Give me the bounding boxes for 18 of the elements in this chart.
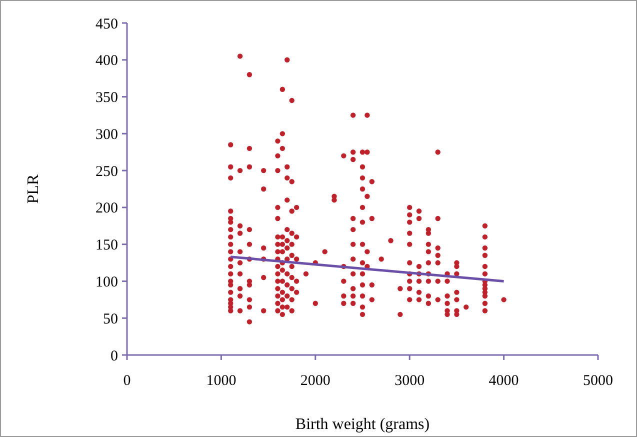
y-tick-label: 400 (96, 53, 118, 70)
x-tick-label: 0 (123, 373, 131, 389)
y-tick-label: 200 (96, 200, 118, 217)
y-tick-label: 0 (110, 348, 118, 364)
y-tick-label: 350 (96, 90, 118, 106)
y-tick-label: 150 (96, 238, 118, 254)
x-axis-title: Birth weight (grams) (295, 416, 430, 433)
x-tick-label: 5000 (583, 373, 613, 389)
y-axis-title: PLR (25, 174, 42, 204)
y-tick-label: 50 (103, 311, 118, 328)
x-tick-label: 3000 (394, 373, 425, 389)
x-tick-label: 4000 (488, 373, 519, 389)
y-tick-label: 450 (96, 16, 118, 32)
y-tick-label: 100 (96, 274, 118, 290)
y-tick-label: 250 (96, 164, 118, 180)
x-tick-label: 1000 (206, 373, 236, 389)
x-tick-label: 2000 (300, 373, 330, 389)
y-tick-label: 300 (96, 126, 118, 143)
